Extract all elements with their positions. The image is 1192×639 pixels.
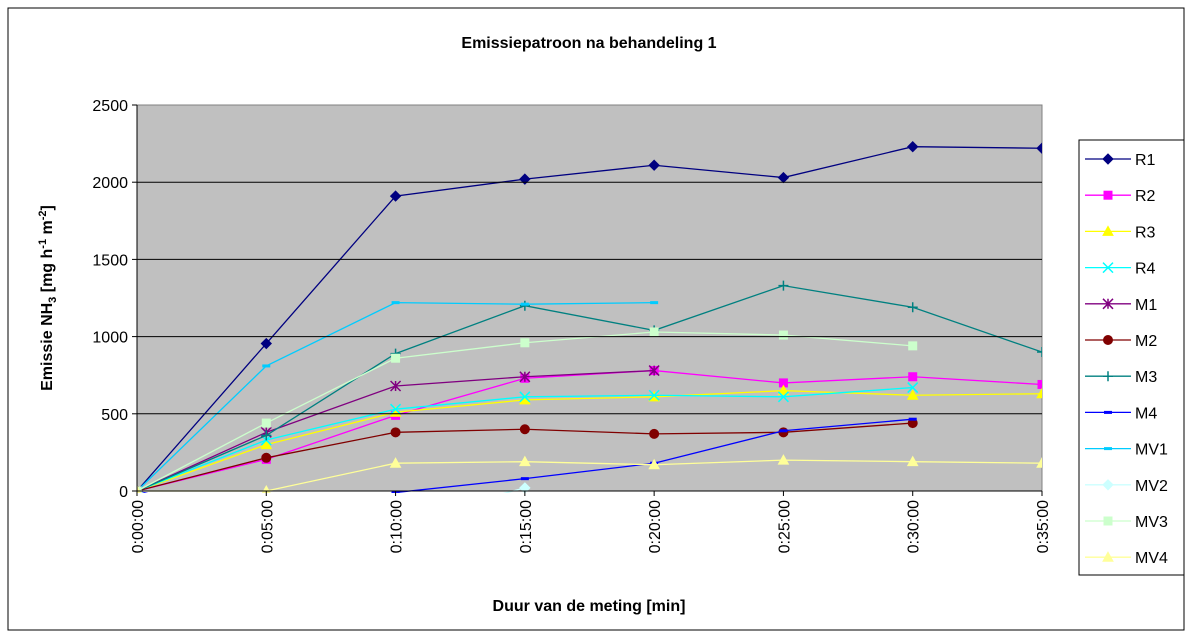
- legend-label: MV3: [1135, 514, 1168, 531]
- legend-label: R3: [1135, 224, 1156, 241]
- series-line: [137, 389, 1042, 492]
- data-point: [907, 302, 918, 313]
- data-point: [1036, 457, 1042, 468]
- data-point: [648, 458, 660, 470]
- plot-area: [136, 104, 1043, 492]
- legend-box: [1078, 139, 1185, 576]
- legend-marker: [1102, 225, 1114, 236]
- legend-marker: [1103, 335, 1113, 345]
- data-point: [519, 371, 531, 383]
- y-title-sup: -2: [37, 210, 49, 220]
- data-point: [519, 391, 531, 403]
- data-point: [906, 389, 919, 400]
- legend-marker: [1102, 298, 1114, 310]
- x-tick-label: 0:25:00: [776, 500, 793, 553]
- legend-label: MV2: [1135, 478, 1168, 495]
- series-line: [137, 284, 1042, 492]
- y-title-sub: 3: [47, 297, 59, 303]
- data-point: [1036, 387, 1042, 399]
- data-point: [778, 427, 789, 438]
- data-point: [648, 159, 660, 171]
- legend-marker: [1102, 262, 1114, 274]
- data-point: [1037, 379, 1042, 389]
- data-point: [389, 190, 402, 202]
- x-tick-label: 0:00:00: [130, 500, 147, 553]
- y-title-part: m: [39, 220, 56, 239]
- x-tick-label: 0:05:00: [259, 500, 276, 553]
- legend-label: M4: [1135, 405, 1157, 422]
- data-point: [261, 452, 272, 463]
- legend-marker: [1102, 479, 1114, 491]
- data-point: [1036, 142, 1042, 154]
- data-point: [519, 300, 530, 311]
- data-point: [519, 455, 531, 467]
- data-point: [649, 428, 660, 439]
- legend-marker: [1103, 371, 1113, 382]
- x-tick-label: 0:15:00: [518, 500, 535, 553]
- data-point: [391, 353, 401, 363]
- data-point: [261, 418, 271, 428]
- y-title-part: Emissie NH: [39, 303, 56, 391]
- data-point: [261, 430, 272, 441]
- y-tick-label: 2000: [92, 175, 128, 192]
- data-point: [907, 140, 919, 153]
- data-point: [908, 341, 918, 351]
- data-point: [777, 391, 789, 403]
- x-tick-label: 0:10:00: [389, 500, 406, 553]
- x-axis-title: Duur van de meting [min]: [493, 598, 686, 615]
- legend-label: MV1: [1135, 442, 1168, 459]
- chart-title: Emissiepatroon na behandeling 1: [461, 35, 716, 52]
- y-title-sup: -1: [37, 239, 49, 249]
- data-point: [519, 173, 531, 185]
- data-point: [908, 372, 918, 382]
- legend-marker: [1102, 551, 1114, 562]
- legend-label: M1: [1135, 297, 1157, 314]
- data-point: [777, 454, 790, 465]
- y-tick-label: 1500: [92, 252, 128, 269]
- y-tick-label: 500: [101, 407, 128, 424]
- x-tick-label: 0:35:00: [1035, 500, 1052, 553]
- y-axis-title: Emissie NH3 [mg h-1 m-2]: [37, 205, 59, 391]
- legend-marker: [1103, 516, 1113, 526]
- data-point: [1037, 347, 1042, 358]
- data-point: [649, 327, 659, 337]
- data-point: [260, 438, 273, 450]
- legend-label: R2: [1135, 188, 1156, 205]
- x-tick-label: 0:30:00: [906, 500, 923, 553]
- y-title-part: [mg h: [39, 249, 56, 297]
- legend-label: R4: [1135, 261, 1156, 278]
- data-point: [778, 330, 788, 340]
- data-point: [907, 382, 919, 394]
- legend-marker: [1102, 153, 1114, 165]
- y-tick-label: 0: [119, 484, 128, 501]
- data-point: [520, 338, 530, 348]
- data-point: [390, 380, 402, 392]
- y-tick-label: 2500: [92, 98, 128, 115]
- legend-label: M2: [1135, 333, 1157, 350]
- legend-label: R1: [1135, 152, 1156, 169]
- data-point: [389, 457, 402, 468]
- y-title-part: ]: [39, 205, 56, 210]
- legend-label: M3: [1135, 369, 1157, 386]
- data-point: [906, 455, 919, 467]
- series-line: [137, 369, 1042, 492]
- data-point: [648, 389, 660, 401]
- legend-marker: [1103, 190, 1113, 200]
- series-line: [137, 146, 1042, 492]
- legend-label: MV4: [1135, 550, 1168, 567]
- data-point: [390, 403, 402, 415]
- data-point: [777, 384, 790, 396]
- data-point: [648, 365, 660, 377]
- x-tick-label: 0:20:00: [647, 500, 664, 553]
- data-point: [260, 337, 272, 350]
- data-point: [390, 427, 401, 438]
- data-point: [519, 424, 530, 435]
- y-tick-label: 1000: [92, 330, 128, 347]
- series-line: [137, 459, 1042, 492]
- data-point: [778, 280, 789, 291]
